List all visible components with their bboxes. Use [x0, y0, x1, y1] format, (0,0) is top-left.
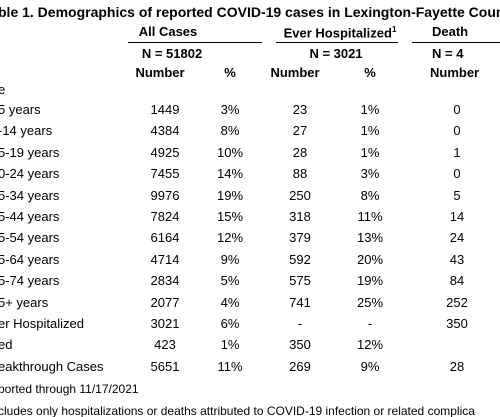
row-label: 5-34 years [0, 187, 60, 203]
cell: 592 [289, 251, 311, 267]
cell: 8% [220, 123, 240, 139]
rule [412, 42, 500, 43]
cell: - [297, 316, 303, 331]
title: ble 1. Demographics of reported COVID-19… [0, 4, 500, 20]
cell: 318 [289, 209, 311, 224]
cell: 423 [154, 337, 176, 353]
cell: 25% [356, 294, 384, 310]
cell: 379 [289, 230, 311, 246]
cell: 5651 [150, 358, 180, 374]
cell: 43 [449, 251, 465, 267]
cell: 250 [289, 187, 311, 203]
column-header: Number [430, 65, 480, 80]
cell: 0 [453, 123, 461, 139]
column-header: Number [270, 65, 320, 80]
cell: 12% [356, 337, 384, 353]
row-label: 5-64 years [0, 251, 60, 267]
cell: 9% [360, 358, 380, 374]
cell: 84 [449, 273, 465, 289]
cell: 13% [356, 230, 384, 246]
cell: 1% [360, 123, 380, 139]
cell: 4714 [150, 251, 180, 267]
column-header: % [364, 65, 376, 80]
footnote: cludes only hospitalizations or deaths a… [0, 404, 475, 417]
cell: 575 [289, 273, 311, 289]
row-label: 5 years [0, 102, 41, 117]
footnote: ported through 11/17/2021 [0, 382, 139, 396]
cell: 7824 [150, 209, 180, 224]
cell: 1% [220, 337, 240, 353]
cell: 28 [449, 358, 465, 374]
cell: 269 [289, 358, 311, 374]
row-label: 0-24 years [0, 166, 60, 182]
row-label: 5-19 years [0, 144, 60, 160]
cell: 1449 [150, 102, 180, 117]
cell: 19% [356, 273, 384, 289]
row-label: 5-54 years [0, 230, 60, 246]
cell: 10% [216, 144, 244, 160]
cell: 11% [217, 358, 243, 374]
row-label: 5+ years [0, 294, 49, 310]
cell: 1 [453, 144, 461, 160]
row-label: ed [0, 337, 13, 353]
column-header: Number [135, 65, 185, 80]
cell: 20% [356, 251, 384, 267]
cell: 19% [216, 187, 244, 203]
cell: 0 [453, 102, 461, 117]
group-n: N = 51802 [141, 46, 203, 61]
cell: 4925 [150, 144, 180, 160]
group-header-text: Ever Hospitalized [283, 25, 392, 41]
cell: 28 [292, 144, 308, 160]
cell: 350 [289, 337, 311, 353]
cell: 9976 [150, 187, 180, 203]
rule [128, 42, 262, 43]
cell: 5% [220, 273, 240, 289]
cell: 6164 [150, 230, 180, 246]
cell: 9% [220, 251, 240, 267]
group-header: Ever Hospitalized1 [284, 22, 397, 41]
cell: 8% [360, 187, 380, 203]
cell: 6% [220, 316, 240, 331]
cell: 2077 [150, 294, 180, 310]
row-label: eakthrough Cases [0, 358, 104, 374]
cell: 23 [292, 102, 308, 117]
cell: 252 [446, 294, 468, 310]
cell: 24 [449, 230, 465, 246]
cell: 5 [453, 187, 461, 203]
cell: 3021 [150, 316, 180, 331]
cell: 11% [357, 209, 383, 224]
cell: 3% [220, 102, 240, 117]
row-label: -14 years [0, 123, 53, 139]
cell: 88 [292, 166, 308, 182]
cell: 350 [446, 316, 468, 331]
cell: 0 [453, 166, 461, 182]
footnote-mark: 1 [391, 25, 397, 34]
row-label: 5-74 years [0, 273, 60, 289]
cell: 15% [216, 209, 244, 224]
group-header: Death [432, 24, 469, 39]
cell: 1% [360, 144, 380, 160]
cell: 14 [449, 209, 465, 224]
group-n: N = 4 [432, 46, 464, 61]
group-n: N = 3021 [309, 46, 363, 61]
cell: 12% [216, 230, 244, 246]
cell: 27 [292, 123, 308, 139]
cell: 4% [220, 294, 240, 310]
rule [276, 42, 398, 43]
section-label: e [0, 82, 6, 97]
cell: - [367, 316, 373, 331]
cell: 4384 [150, 123, 180, 139]
cell: 7455 [150, 166, 180, 182]
group-header: All Cases [138, 24, 198, 39]
cell: 1% [360, 102, 380, 117]
cell: 3% [360, 166, 380, 182]
row-label: er Hospitalized [0, 316, 84, 331]
cell: 2834 [150, 273, 180, 289]
column-header: % [224, 65, 236, 80]
cell: 14% [216, 166, 244, 182]
row-label: 5-44 years [0, 209, 60, 224]
cell: 741 [289, 294, 311, 310]
